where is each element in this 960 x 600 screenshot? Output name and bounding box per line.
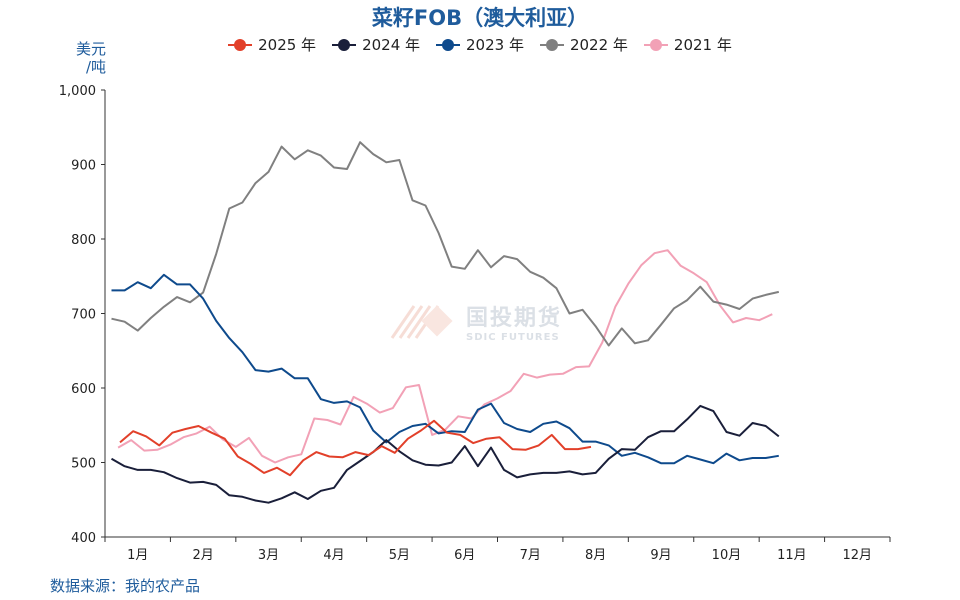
legend-marker-icon: [228, 38, 253, 52]
x-tick-label: 1月: [127, 548, 148, 563]
x-tick-label: 11月: [777, 548, 807, 563]
y-axis-unit-label: 美元 /吨: [62, 40, 106, 76]
x-tick-label: 10月: [712, 548, 742, 563]
legend-label: 2025 年: [258, 36, 317, 54]
y-tick-label: 600: [71, 382, 96, 397]
y-tick-label: 1,000: [59, 84, 96, 99]
y-tick-label: 500: [71, 457, 96, 472]
x-tick-label: 8月: [585, 548, 606, 563]
series-line-0: [119, 419, 592, 477]
series-line-3: [111, 141, 780, 347]
legend-marker-icon: [436, 38, 461, 52]
x-tick-label: 7月: [520, 548, 541, 563]
watermark-text-cn: 国投期货: [466, 306, 563, 331]
y-tick-label: 700: [71, 308, 96, 323]
watermark-logo-icon: [388, 304, 458, 340]
y-unit-line-1: 美元: [75, 40, 106, 58]
y-tick-label: 900: [71, 159, 96, 174]
legend-label: 2024 年: [362, 36, 421, 54]
legend-label: 2021 年: [673, 36, 732, 54]
series-line-2: [111, 273, 779, 465]
legend-item: 2024 年: [332, 34, 420, 55]
legend-item: 2021 年: [643, 34, 732, 55]
x-tick-label: 9月: [650, 548, 671, 563]
legend-item: 2022 年: [539, 34, 628, 55]
series-line-1: [111, 404, 780, 504]
x-tick-label: 2月: [192, 548, 213, 563]
y-tick-label: 400: [71, 531, 96, 546]
y-tick-label: 800: [71, 233, 96, 248]
series-lines: [111, 141, 780, 504]
legend-marker-icon: [539, 38, 564, 52]
legend-item: 2023 年: [436, 34, 524, 55]
watermark: 国投期货 SDIC FUTURES: [388, 300, 562, 343]
chart-title: 菜籽FOB（澳大利亚）: [371, 6, 589, 30]
x-tick-label: 4月: [323, 548, 344, 563]
legend-marker-icon: [643, 38, 668, 52]
axes: 400 500 600 700 800 900 1,000 1月 2月 3月 4月 5月 6月 7月 8月 9…: [59, 84, 891, 563]
watermark-text-en: SDIC FUTURES: [466, 332, 560, 343]
legend-label: 2023 年: [466, 36, 524, 54]
x-tick-label: 12月: [843, 548, 873, 563]
legend: 2025 年 2024 年 2023 年 2022 年 2021 年: [0, 34, 960, 55]
x-tick-label: 6月: [454, 548, 475, 563]
x-tick-label: 3月: [258, 548, 279, 563]
source-note: 数据来源：我的农产品: [50, 577, 201, 595]
y-unit-line-2: /吨: [85, 58, 106, 76]
legend-marker-icon: [332, 38, 357, 52]
x-tick-label: 5月: [389, 548, 410, 563]
legend-label: 2022 年: [569, 36, 628, 54]
legend-item: 2025 年: [228, 34, 316, 55]
